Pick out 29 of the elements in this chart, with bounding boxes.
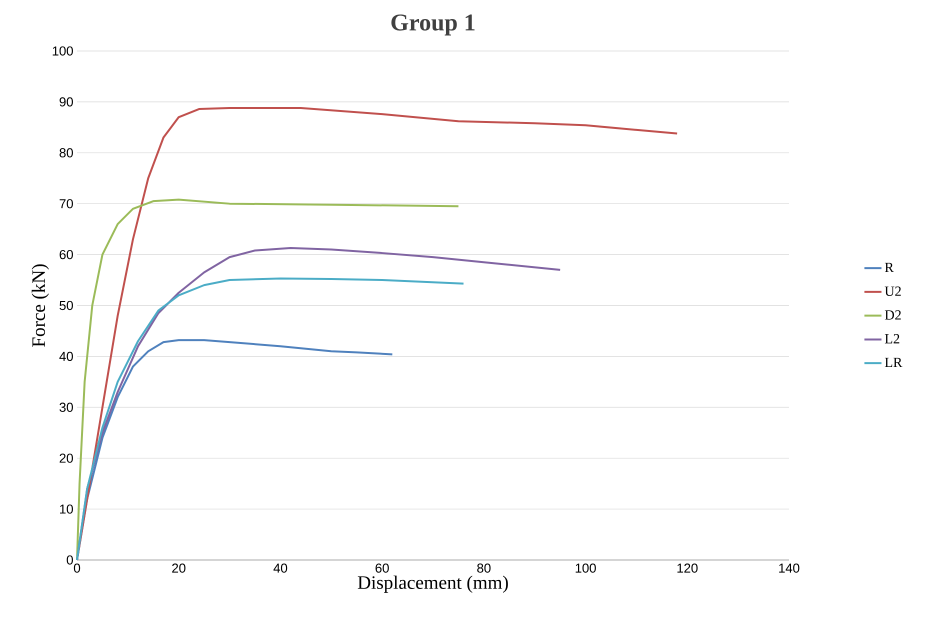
line-series: [76, 278, 465, 561]
legend-label: U2: [884, 286, 901, 296]
y-axis-title: Force (kN): [32, 264, 49, 347]
legend-label: D2: [884, 310, 901, 320]
line-series: [76, 198, 460, 561]
y-tick-label: 50: [60, 300, 73, 310]
y-tick-label: 10: [60, 504, 73, 514]
y-tick-label: 20: [60, 454, 73, 463]
x-tick-label: 20: [172, 564, 186, 573]
y-tick-label: 90: [60, 97, 73, 106]
y-tick-label: 40: [59, 352, 73, 361]
x-tick-label: 40: [274, 564, 288, 573]
legend-label: LR: [884, 358, 902, 367]
y-tick-label: 80: [60, 148, 73, 158]
x-tick-label: 140: [779, 564, 800, 573]
legend-label: L2: [884, 334, 900, 344]
x-tick-label: 80: [477, 564, 491, 573]
x-tick-label: 100: [576, 564, 596, 573]
y-tick-label: 0: [66, 555, 73, 565]
x-tick-label: 0: [74, 564, 80, 573]
y-tick-label: 70: [60, 199, 73, 208]
y-tick-label: 30: [60, 402, 73, 412]
x-axis-title: Displacement (mm): [358, 576, 508, 593]
y-tick-label: 100: [52, 46, 73, 56]
x-tick-label: 60: [376, 564, 389, 573]
x-tick-label: 120: [677, 564, 698, 573]
legend-label: R: [884, 262, 894, 272]
chart-title: Group 1: [391, 14, 475, 36]
y-tick-label: 60: [60, 250, 73, 260]
